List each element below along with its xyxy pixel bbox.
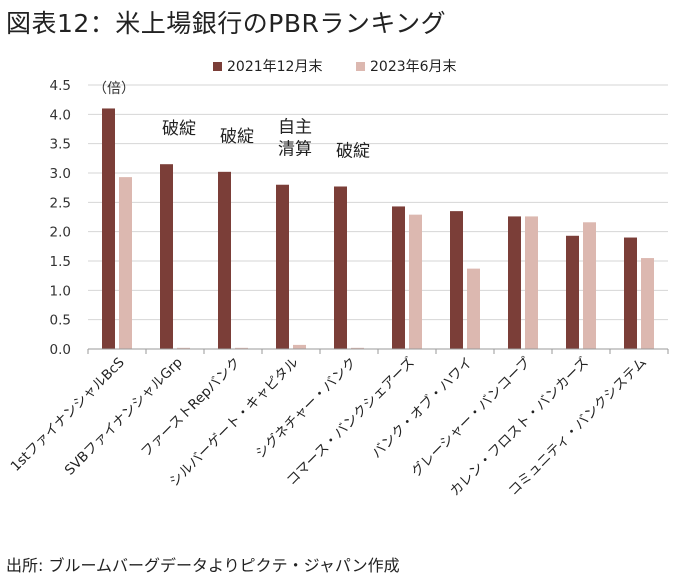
- bar-series-1: [334, 186, 347, 349]
- x-tick-label: ファーストRepバンク: [138, 355, 244, 461]
- bars: [102, 108, 654, 349]
- gridlines: [88, 84, 668, 321]
- y-tick-label: 1.5: [50, 254, 71, 270]
- y-tick-label: 2.5: [50, 195, 71, 211]
- bar-series-2: [235, 347, 248, 349]
- y-tick-label: 3.5: [50, 137, 71, 153]
- bar-series-2: [583, 222, 596, 349]
- bar-series-1: [392, 206, 405, 349]
- bar-series-1: [624, 237, 637, 349]
- bar-series-1: [566, 235, 579, 349]
- source-note: 出所: ブルームバーグデータよりピクテ・ジャパン作成: [6, 556, 400, 575]
- bar-series-2: [409, 214, 422, 349]
- x-tick-label: 1stファイナンシャルBcS: [8, 355, 128, 475]
- y-unit-label: （倍）: [93, 81, 135, 97]
- bar-series-1: [102, 108, 115, 349]
- y-tick-label: 1.0: [50, 283, 71, 299]
- bar-series-2: [351, 347, 364, 349]
- bar-series-1: [218, 171, 231, 349]
- annotation-label: 清算: [278, 140, 312, 160]
- annotation-label: 自主: [278, 118, 312, 138]
- legend-label: 2023年6月末: [370, 59, 457, 75]
- chart-title: 図表12：米上場銀行のPBRランキング: [6, 9, 447, 38]
- y-tick-label: 3.0: [50, 166, 71, 182]
- annotation-label: 破綻: [220, 127, 254, 147]
- y-tick-label: 2.0: [50, 225, 71, 241]
- y-tick-label: 0.5: [50, 313, 71, 329]
- x-tick-label: バンク・オブ・ハワイ: [368, 354, 476, 462]
- y-tick-label: 4.5: [50, 78, 71, 94]
- annotation-label: 破綻: [162, 119, 196, 139]
- bar-series-1: [508, 216, 521, 349]
- x-tick-label: グレーシャー・バンコープ: [408, 354, 534, 480]
- x-tick-label: シグネチャー・バンク: [253, 355, 360, 462]
- bar-series-2: [293, 344, 306, 349]
- y-tick-label: 0.0: [50, 342, 71, 358]
- legend-label: 2021年12月末: [227, 59, 322, 75]
- y-tick-label: 4.0: [50, 107, 71, 123]
- bar-series-2: [467, 268, 480, 349]
- bar-series-1: [450, 211, 463, 349]
- bar-series-2: [641, 258, 654, 349]
- bar-series-2: [525, 216, 538, 349]
- legend: 2021年12月末 2023年6月末: [213, 59, 457, 75]
- bar-series-2: [177, 347, 190, 349]
- x-tick-label: SVBファイナンシャルGrp: [62, 355, 186, 479]
- bar-series-1: [160, 164, 173, 349]
- bar-series-1: [276, 184, 289, 349]
- legend-swatch: [213, 62, 222, 71]
- legend-swatch: [356, 62, 365, 71]
- annotation-label: 破綻: [336, 141, 370, 161]
- bar-series-2: [119, 177, 132, 349]
